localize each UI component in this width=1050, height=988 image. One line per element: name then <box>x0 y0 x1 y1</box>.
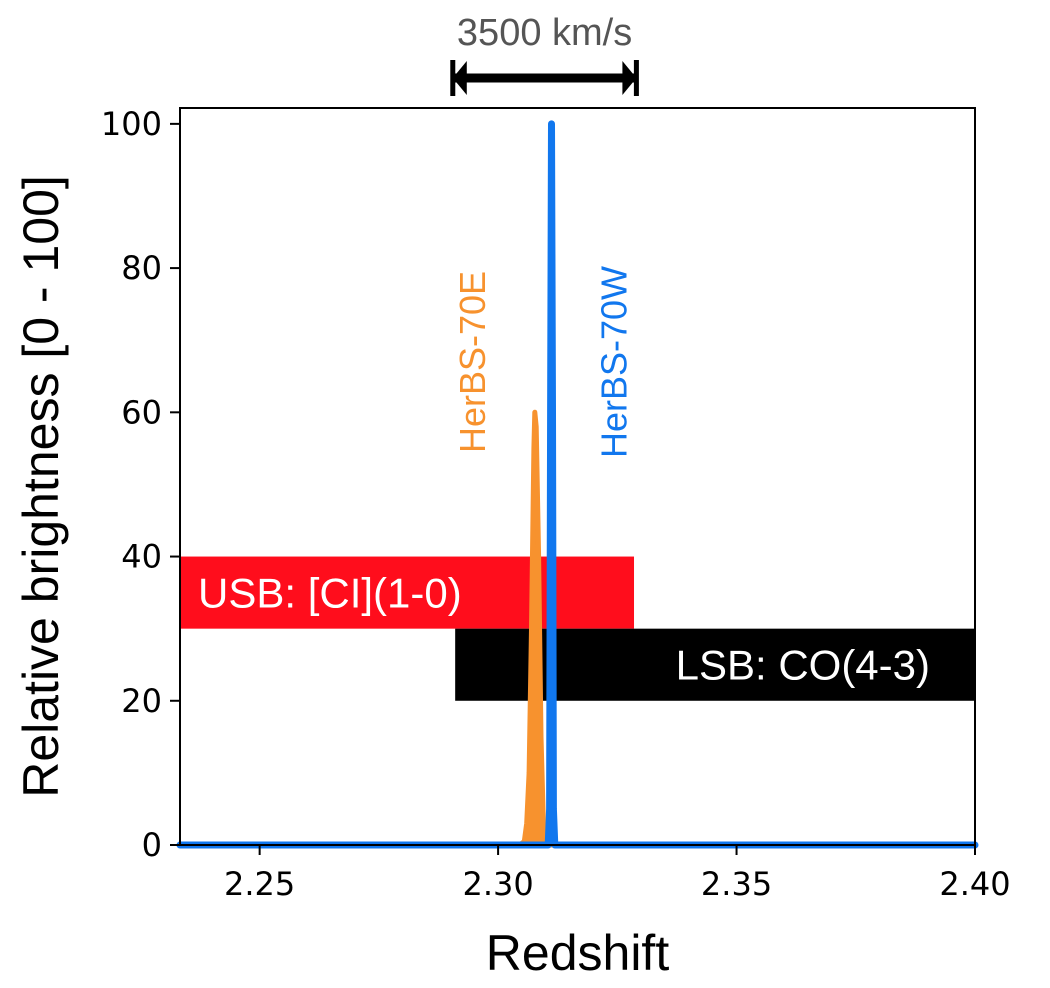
ticks-layer: 2.25 2.30 2.35 2.40 0 20 40 60 80 100 <box>101 105 1011 903</box>
y-axis-title: Relative brightness [0 - 100] <box>13 175 69 798</box>
series-line-0 <box>177 409 978 848</box>
y-tick-label: 80 <box>121 249 162 287</box>
band-label-usb: USB: [CI](1-0) <box>198 570 462 617</box>
plot-frame <box>179 107 976 846</box>
x-tick-label: 2.35 <box>701 865 772 903</box>
x-tick-label: 2.40 <box>939 865 1010 903</box>
y-tick-label: 60 <box>121 393 162 431</box>
x-axis-title: Redshift <box>486 925 670 981</box>
y-tick-label: 20 <box>121 682 162 720</box>
scale-bar-label: 3500 km/s <box>457 12 632 54</box>
series-layer <box>176 120 979 849</box>
labels-layer: USB: [CI](1-0) LSB: CO(4-3) HerBS-70E HerBS… <box>198 266 930 689</box>
scale-bar-left-cap <box>452 61 467 95</box>
scale-bar-right-cap <box>622 61 637 95</box>
y-tick-label: 100 <box>101 105 162 143</box>
series-label-herbs-70e: HerBS-70E <box>452 271 493 453</box>
y-tick-label: 0 <box>142 826 162 864</box>
x-tick-label: 2.30 <box>462 865 533 903</box>
scale-bar: 3500 km/s <box>450 12 639 96</box>
x-tick-label: 2.25 <box>224 865 295 903</box>
series-line-1 <box>176 120 979 849</box>
band-0 <box>180 556 635 629</box>
series-label-herbs-70w: HerBS-70W <box>594 266 635 458</box>
band-label-lsb: LSB: CO(4-3) <box>676 642 930 689</box>
y-tick-label: 40 <box>121 538 162 576</box>
